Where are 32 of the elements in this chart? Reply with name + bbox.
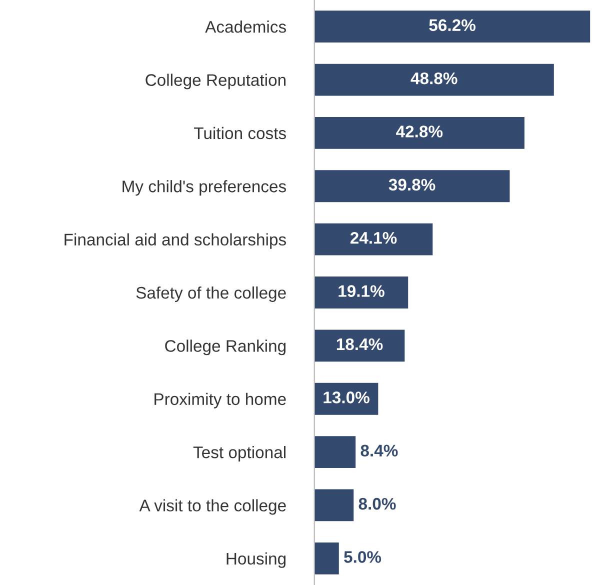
data-label: 8.0% (358, 498, 396, 510)
y-tick-label: Academics (205, 20, 286, 33)
y-tick-label: Housing (226, 552, 286, 568)
data-label: 19.1% (338, 285, 384, 297)
data-label: 56.2% (429, 19, 476, 32)
bar (314, 117, 524, 149)
bar (314, 542, 339, 574)
data-label: 13.0% (324, 392, 370, 404)
y-tick-label: College Reputation (146, 74, 286, 90)
y-tick-label: Proximity to home (154, 392, 286, 408)
y-tick-label: Safety of the college (136, 286, 286, 302)
bar (314, 436, 356, 468)
data-label: 18.4% (336, 338, 383, 350)
bar (314, 10, 590, 43)
bar (314, 223, 433, 256)
y-tick-label: College Ranking (165, 340, 286, 356)
y-tick-label: Test optional (193, 446, 286, 462)
data-label: 8.4% (360, 444, 398, 457)
bar (314, 330, 405, 362)
y-tick-label: Tuition costs (194, 126, 286, 140)
bar (314, 489, 354, 522)
y-tick-label: My child's preferences (122, 180, 286, 196)
data-label: 42.8% (396, 126, 443, 138)
bar (314, 276, 408, 308)
bar (314, 170, 510, 202)
bar (314, 64, 554, 96)
data-label: 39.8% (388, 178, 436, 191)
data-label: 48.8% (410, 72, 458, 84)
data-label: 24.1% (350, 232, 397, 244)
data-label: 5.0% (344, 551, 382, 563)
y-tick-label: Financial aid and scholarships (64, 233, 286, 249)
y-tick-label: A visit to the college (139, 499, 286, 515)
